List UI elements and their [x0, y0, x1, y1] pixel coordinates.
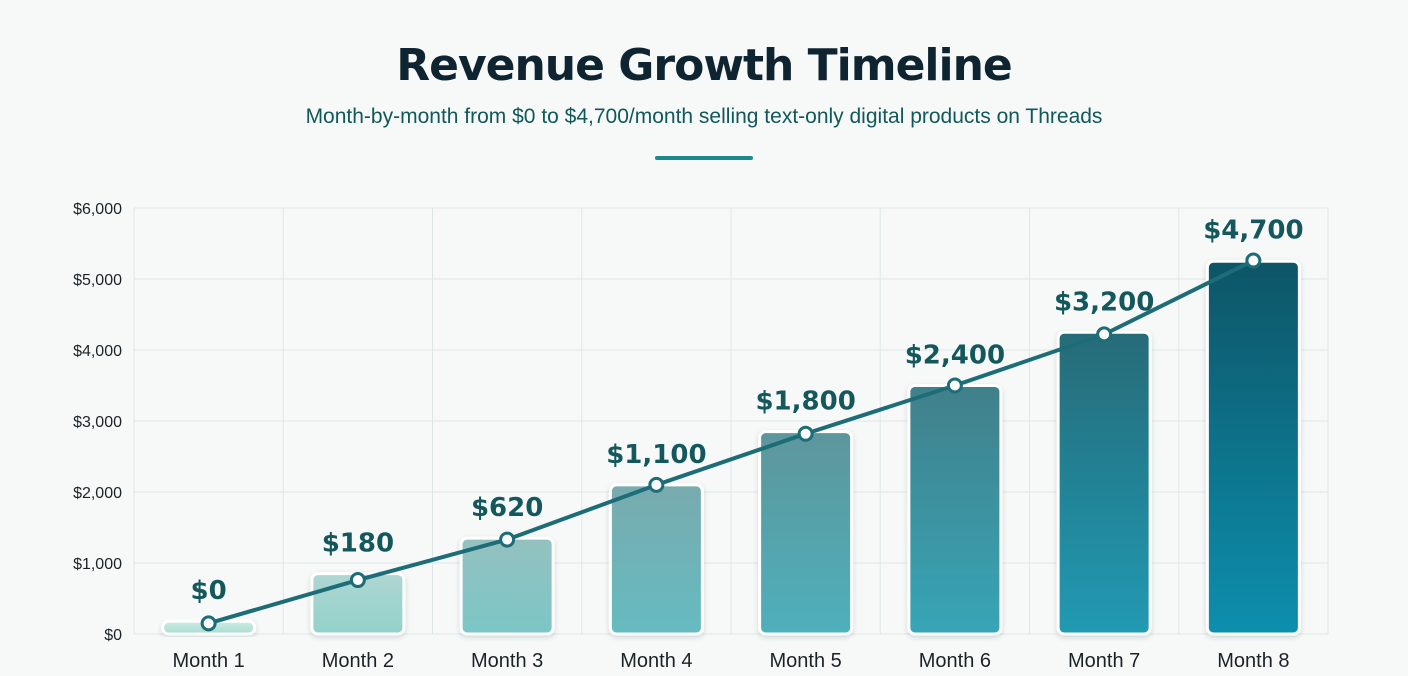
y-tick-label: $2,000	[73, 485, 122, 502]
data-label: $1,100	[606, 440, 706, 470]
y-axis-ticks: $0 $1,000 $2,000 $3,000 $4,000 $5,000 $6,000	[73, 201, 122, 644]
trend-point	[499, 531, 516, 548]
trend-line	[206, 258, 1256, 626]
y-tick-label: $6,000	[73, 201, 122, 218]
x-tick-label: Month 7	[1068, 650, 1140, 672]
trend-point	[797, 425, 814, 442]
title-accent-rule	[655, 156, 753, 160]
bar-month-3	[459, 536, 555, 636]
y-tick-label: $3,000	[73, 414, 122, 431]
x-axis-ticks: Month 1 Month 2 Month 3 Month 4 Month 5 Month…	[172, 650, 1289, 672]
bar-month-6	[907, 384, 1003, 636]
chart-subtitle: Month-by-month from $0 to $4,700/month s…	[305, 105, 1103, 128]
bar-month-7	[1056, 330, 1152, 636]
y-tick-label: $4,000	[73, 343, 122, 360]
data-labels: $0 $180 $620 $1,100 $1,800 $2,400 $3,200 $4,700	[191, 216, 1304, 607]
trend-point	[1245, 252, 1262, 269]
x-tick-label: Month 8	[1217, 650, 1289, 672]
y-tick-label: $5,000	[73, 272, 122, 289]
x-tick-label: Month 2	[322, 650, 394, 672]
data-label: $3,200	[1054, 287, 1154, 317]
x-tick-label: Month 4	[620, 650, 692, 672]
x-tick-label: Month 3	[471, 650, 543, 672]
data-label: $0	[191, 576, 227, 606]
chart-title: Revenue Growth Timeline	[396, 40, 1013, 91]
x-tick-label: Month 5	[769, 650, 841, 672]
x-tick-label: Month 6	[919, 650, 991, 672]
data-label: $620	[471, 493, 543, 523]
bar-month-4	[608, 483, 704, 636]
data-label: $2,400	[905, 341, 1005, 371]
y-tick-label: $1,000	[73, 556, 122, 573]
bar-month-5	[758, 430, 854, 636]
trend-point	[648, 476, 665, 493]
trend-point	[1096, 326, 1113, 343]
trend-point	[946, 377, 963, 394]
data-label: $1,800	[755, 387, 855, 417]
bar-month-8	[1205, 259, 1301, 636]
x-tick-label: Month 1	[172, 650, 244, 672]
trend-point	[349, 572, 366, 589]
data-label: $180	[322, 529, 394, 559]
data-label: $4,700	[1203, 216, 1303, 246]
trend-line-series	[200, 252, 1262, 632]
trend-point	[200, 615, 217, 632]
y-tick-label: $0	[104, 627, 122, 644]
